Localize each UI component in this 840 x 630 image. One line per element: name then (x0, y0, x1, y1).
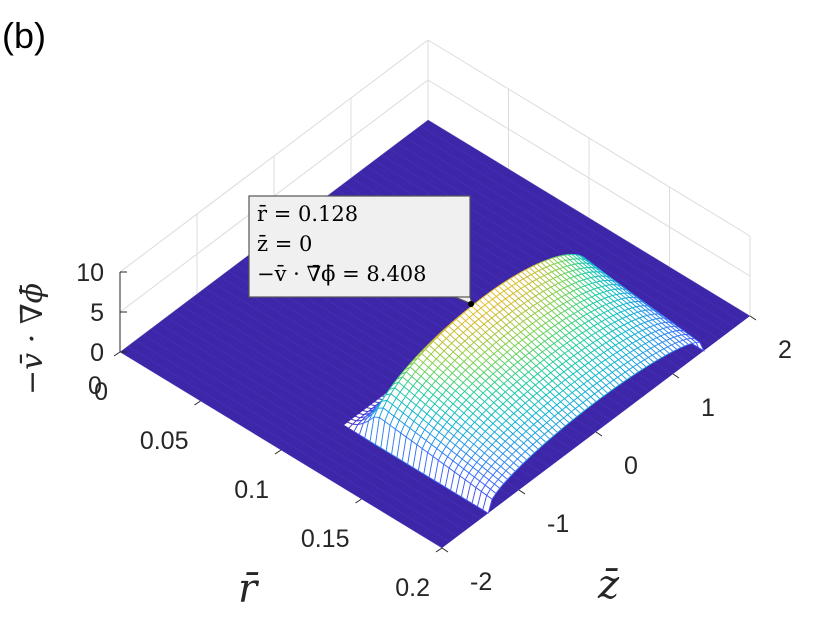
x-tick-label: 0.2 (395, 574, 430, 602)
mesh-line (420, 125, 743, 322)
y-tick (595, 431, 603, 437)
mesh-line (397, 143, 720, 340)
x-tick (355, 498, 362, 504)
z-tick-label: 5 (90, 299, 104, 327)
y-axis-label: z̄ (597, 562, 620, 608)
x-tick (435, 547, 443, 553)
datatip-box (248, 195, 471, 298)
y-tick (672, 373, 680, 379)
z-tick-label: 10 (76, 259, 104, 287)
surface-patch (482, 494, 493, 514)
mesh-line (127, 346, 450, 543)
z-axis-label: −v̄ · ∇̄ϕ̄ (15, 283, 50, 395)
x-tick (194, 400, 201, 406)
mesh-line (143, 334, 466, 531)
mesh-line (150, 328, 473, 525)
x-tick-label: 0 (94, 378, 108, 406)
x-tick-label: 0.05 (140, 427, 189, 455)
x-tick (274, 449, 282, 455)
datatip-marker (468, 301, 474, 307)
y-tick (749, 315, 757, 321)
grid-line (119, 39, 429, 273)
datatip[interactable]: r̄ = 0.128 z̄ = 0 −v̄ · ∇̄ϕ̄ = 8.408 (248, 195, 474, 307)
y-tick-label: 1 (701, 394, 715, 422)
datatip-line-r: r̄ = 0.128 (257, 202, 358, 226)
datatip-line-value: −v̄ · ∇̄ϕ̄ = 8.408 (257, 262, 427, 286)
x-axis-label: r̄ (238, 566, 260, 612)
mesh-line (404, 137, 727, 334)
mesh-line (135, 340, 458, 537)
axis-ticks: 0 0.05 0.1 0.15 0.2 -2 -1 0 1 2 0 5 10 0 (76, 259, 792, 602)
z-tick-label: 0 (90, 339, 104, 367)
y-tick (441, 547, 449, 553)
grid-line (427, 39, 751, 237)
y-tick-label: 0 (624, 452, 638, 480)
datatip-line-z: z̄ = 0 (257, 232, 312, 256)
x-tick-label: 0.15 (301, 525, 350, 553)
y-tick (518, 489, 526, 495)
mesh-line (158, 322, 481, 520)
mesh-line (427, 119, 751, 317)
surface-mesh (119, 119, 751, 549)
panel-label: (b) (2, 15, 46, 56)
origin-tick-label: 0 (88, 372, 102, 400)
grid-line (427, 79, 751, 277)
y-tick-label: 2 (778, 336, 792, 364)
y-tick-label: -2 (470, 568, 492, 596)
mesh-line (412, 131, 735, 328)
y-tick-label: -1 (547, 510, 569, 538)
x-tick-label: 0.1 (234, 476, 269, 504)
x-tick (113, 351, 121, 357)
